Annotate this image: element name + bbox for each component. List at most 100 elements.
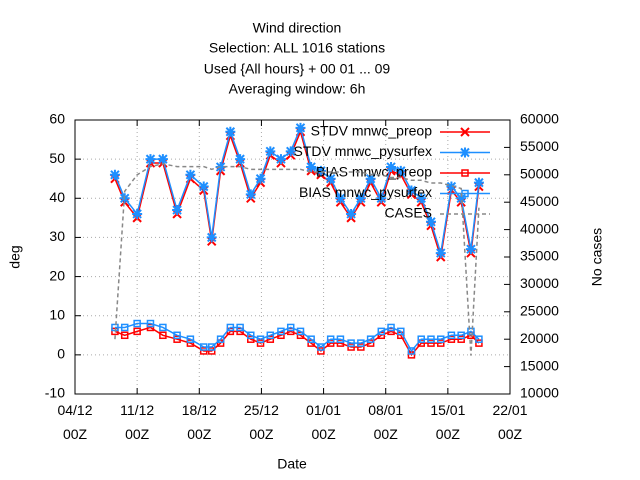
x-tick-label-line: 00Z: [187, 426, 212, 442]
y-tick-label: 20: [49, 267, 65, 283]
data-point: [245, 189, 256, 200]
y-tick-label: -10: [45, 385, 65, 401]
data-point: [296, 327, 305, 336]
data-point: [456, 193, 467, 204]
data-point: [265, 146, 276, 157]
data-point: [146, 319, 155, 328]
data-point: [206, 232, 217, 243]
data-point: [173, 331, 181, 340]
data-point: [277, 327, 285, 336]
legend-label: STDV mnwc_pysurfex: [294, 143, 432, 159]
data-point: [317, 343, 325, 351]
data-point: [365, 173, 376, 184]
data-point: [427, 339, 435, 347]
x-tick-label-line: 15/01: [430, 402, 465, 418]
data-point: [133, 327, 141, 336]
legend-label: BIAS mnwc_pysurfex: [299, 184, 432, 200]
data-point: [475, 339, 483, 347]
data-point: [336, 335, 345, 343]
data-point: [286, 327, 295, 336]
data-point: [435, 248, 446, 259]
data-point: [307, 335, 315, 343]
data-point: [457, 335, 465, 343]
data-point: [186, 339, 195, 347]
x-tick-label: 04/12 00Z: [57, 402, 92, 442]
y2-axis-label: No cases: [589, 228, 605, 286]
data-point: [157, 154, 168, 165]
y-tick-label: 0: [57, 346, 65, 362]
data-point: [406, 185, 417, 196]
x-axis-label: Date: [277, 456, 307, 472]
data-point: [475, 335, 483, 343]
y2-tick-label: 60000: [520, 111, 559, 127]
data-point: [325, 173, 336, 184]
data-point: [376, 193, 387, 204]
series-line: [114, 322, 480, 353]
data-point: [255, 173, 266, 184]
x-tick-label: 25/12 00Z: [244, 402, 279, 442]
x-tick-label: 08/01 00Z: [368, 402, 403, 442]
data-point: [427, 335, 435, 343]
data-point: [247, 331, 255, 340]
y2-tick-label: 15000: [520, 357, 559, 373]
data-point: [397, 327, 405, 336]
y2-tick-label: 55000: [520, 138, 559, 154]
legend-marker: [460, 127, 470, 137]
data-point: [159, 323, 167, 332]
x-tick-label-line: 00Z: [436, 426, 461, 442]
chart-subtitle: Averaging window: 6h: [229, 81, 366, 97]
y2-tick-label: 30000: [520, 275, 559, 291]
data-point: [256, 335, 265, 343]
data-point: [173, 335, 181, 343]
x-tick-label-line: 04/12: [57, 402, 92, 418]
data-point: [306, 161, 317, 172]
data-point: [366, 339, 375, 347]
y2-tick-label: 25000: [520, 303, 559, 319]
data-point: [198, 181, 209, 192]
data-point: [336, 339, 345, 347]
data-point: [109, 169, 120, 180]
data-point: [457, 331, 465, 340]
data-point: [236, 323, 244, 332]
y2-tick-label: 35000: [520, 248, 559, 264]
data-point: [145, 154, 156, 165]
data-point: [395, 165, 406, 176]
data-point: [120, 331, 129, 340]
y2-tick-label: 45000: [520, 193, 559, 209]
data-point: [266, 331, 275, 340]
data-point: [199, 343, 208, 351]
x-tick-label-line: 00Z: [312, 426, 337, 442]
data-point: [159, 331, 167, 340]
chart-title: Wind direction: [253, 20, 342, 36]
y-tick-label: 30: [49, 228, 65, 244]
x-tick-label: 11/12 00Z: [120, 402, 154, 442]
x-tick-label-line: 00Z: [63, 426, 88, 442]
y2-tick-label: 10000: [520, 385, 559, 401]
data-point: [295, 122, 306, 133]
legend-marker: [461, 169, 469, 177]
data-point: [286, 323, 295, 332]
data-point: [225, 126, 236, 137]
data-point: [347, 339, 355, 347]
x-tick-label-line: 01/01: [306, 402, 341, 418]
data-point: [146, 323, 155, 332]
data-point: [256, 339, 265, 347]
y-tick-label: 40: [49, 189, 65, 205]
data-point: [277, 331, 285, 340]
y-tick-label: 50: [49, 150, 65, 166]
x-tick-label-line: 22/01: [492, 402, 527, 418]
data-point: [357, 343, 365, 351]
data-point: [186, 335, 195, 343]
data-point: [199, 347, 208, 355]
data-point: [347, 343, 355, 351]
y-tick-label: 60: [49, 111, 65, 127]
data-point: [335, 193, 346, 204]
data-point: [315, 165, 326, 176]
data-point: [417, 335, 425, 343]
x-tick-label-line: 18/12: [182, 402, 217, 418]
data-point: [355, 193, 366, 204]
data-point: [473, 177, 484, 188]
legend-label: BIAS mnwc_preop: [316, 164, 432, 180]
x-tick-label-line: 00Z: [498, 426, 523, 442]
